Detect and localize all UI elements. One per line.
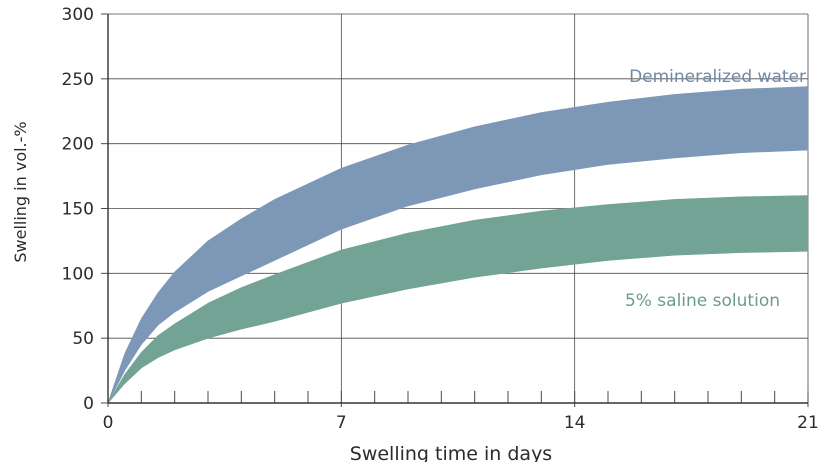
x-axis-title: Swelling time in days xyxy=(350,443,552,462)
label-layer: Swelling time in days Swelling in vol.-%… xyxy=(11,67,806,462)
x-tick-label: 14 xyxy=(564,413,586,433)
x-tick-label: 0 xyxy=(103,413,114,433)
band-saline-solution xyxy=(107,195,809,404)
y-tick-label: 150 xyxy=(62,200,94,220)
series-layer xyxy=(107,86,809,404)
x-tick-label: 21 xyxy=(797,413,819,433)
y-tick-label: 200 xyxy=(62,135,94,155)
y-axis-title: Swelling in vol.-% xyxy=(11,121,30,262)
axis-layer: 0 50 100 150 200 250 300 0 7 14 21 xyxy=(62,5,819,433)
band-demineralized-water xyxy=(107,86,809,404)
y-tick-label: 250 xyxy=(62,70,94,90)
series-label-saline-solution: 5% saline solution xyxy=(625,291,780,311)
y-tick-label: 50 xyxy=(72,329,94,349)
y-tick-label: 100 xyxy=(62,264,94,284)
y-tick-label: 300 xyxy=(62,5,94,25)
series-label-demineralized-water: Demineralized water xyxy=(629,67,806,87)
x-tick-label: 7 xyxy=(336,413,347,433)
y-tick-label: 0 xyxy=(83,394,94,414)
